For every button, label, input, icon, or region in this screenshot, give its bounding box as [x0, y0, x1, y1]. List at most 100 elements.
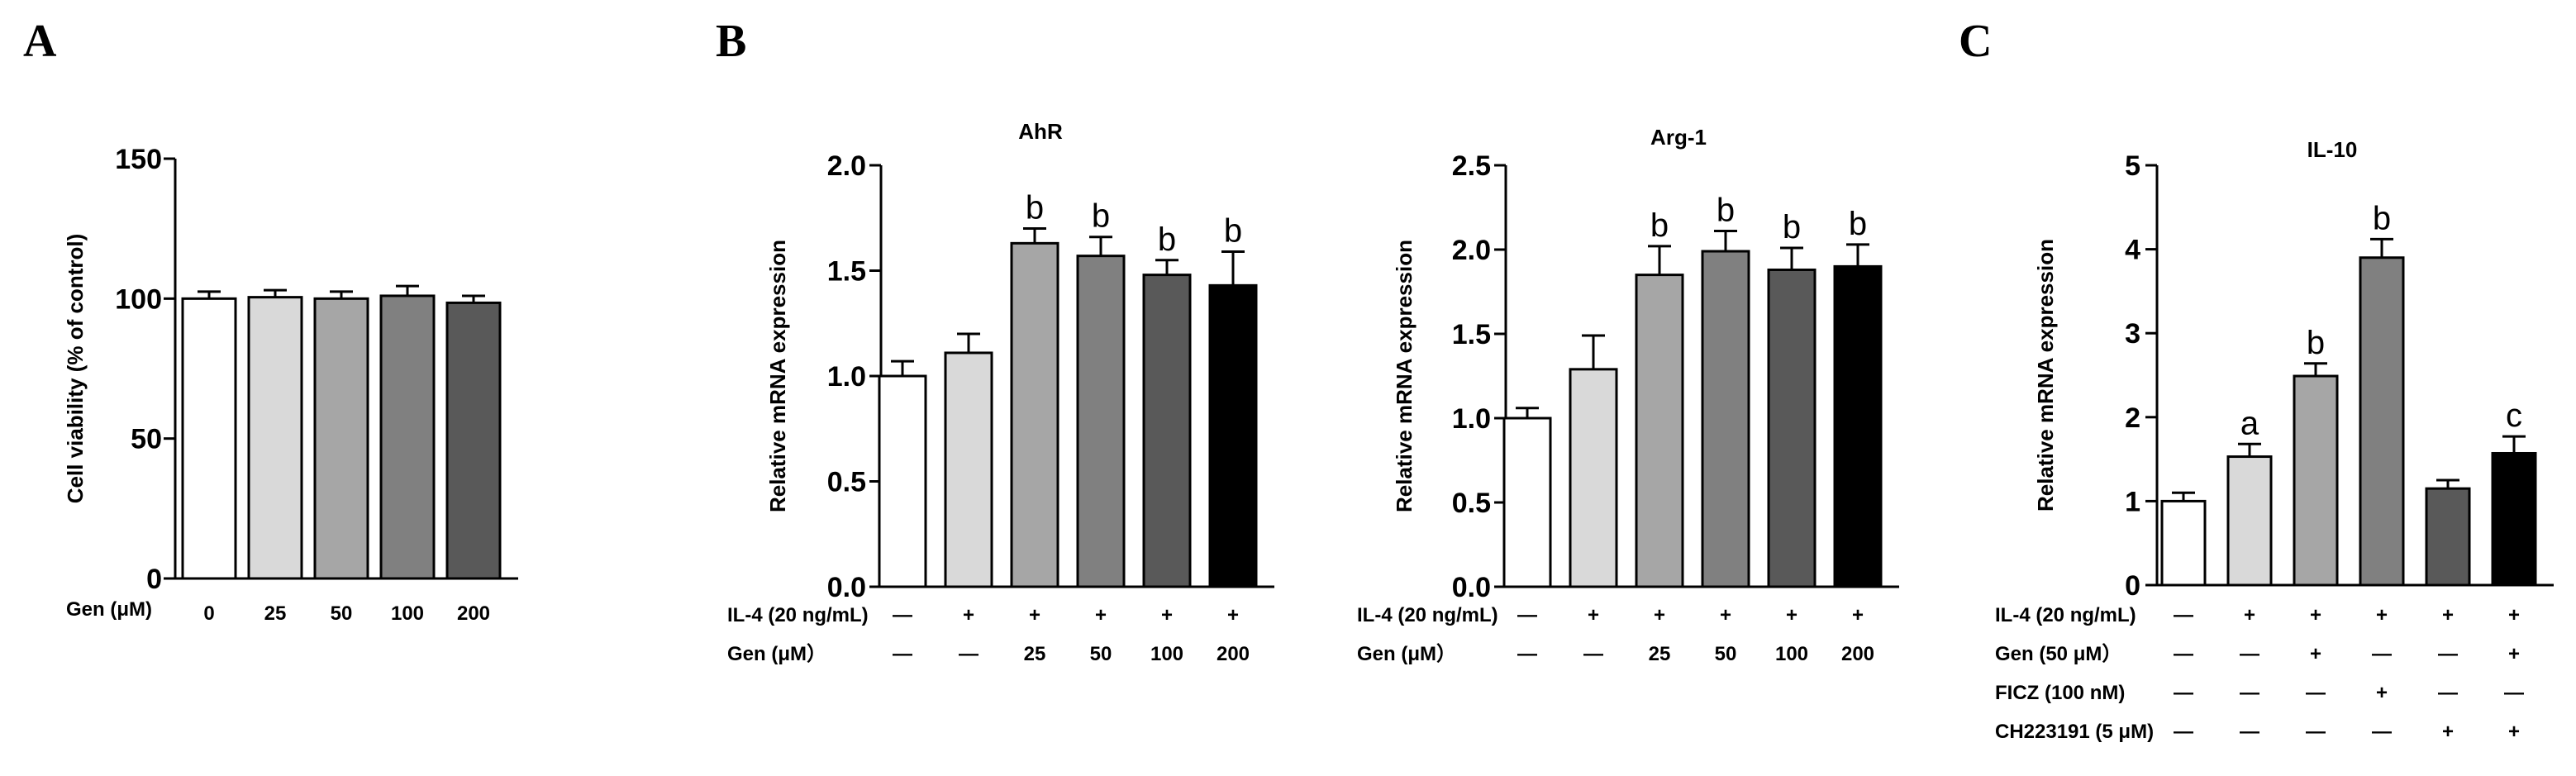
viability-category-label: 25: [264, 602, 287, 625]
il10-significance-label: c: [2506, 398, 2522, 434]
arg1-condition-value: 100: [1775, 643, 1808, 665]
il10-condition-row-label: Gen (50 μM）: [1995, 643, 2121, 665]
il10-condition-row-label: IL-4 (20 ng/mL): [1995, 604, 2136, 626]
arg1-significance-label: b: [1849, 206, 1867, 242]
arg1-title: Arg-1: [1650, 125, 1707, 150]
ahr-condition-row-label: Gen (μM）: [727, 643, 826, 665]
il10-condition-value: +: [2376, 604, 2388, 626]
il10-title: IL-10: [2307, 137, 2358, 162]
arg1-condition-value: +: [1852, 604, 1864, 626]
arg1-condition-value: +: [1720, 604, 1731, 626]
ahr-condition-value: +: [1029, 604, 1040, 626]
chart-cell-viability: 0 50 100 150 Cell viability (% of control) Ge…: [63, 144, 518, 625]
il10-condition-value: —: [2174, 682, 2193, 704]
panel-label-b: B: [716, 16, 746, 67]
viability-bar: [445, 301, 502, 580]
arg1-significance-label: b: [1650, 207, 1669, 244]
ahr-ytick-label: 0.0: [827, 572, 866, 603]
ahr-y-axis-label: Relative mRNA expression: [765, 240, 790, 512]
arg1-bar: [1701, 250, 1750, 588]
il10-condition-value: —: [2240, 721, 2259, 743]
viability-category-label: 50: [331, 602, 353, 625]
ahr-condition-value: 100: [1150, 643, 1183, 665]
ahr-condition-value: 50: [1090, 643, 1112, 665]
il10-ytick-label: 3: [2125, 318, 2140, 350]
il10-condition-value: +: [2442, 604, 2454, 626]
il10-significance-label: a: [2240, 405, 2259, 441]
viability-bar: [379, 294, 436, 580]
arg1-ytick-label: 0.0: [1452, 572, 1491, 603]
ahr-significance-label: b: [1092, 198, 1110, 235]
il10-condition-value: —: [2372, 721, 2392, 743]
ahr-condition-value: —: [893, 643, 912, 665]
ahr-condition-value: —: [959, 643, 978, 665]
ahr-ytick-label: 1.5: [827, 256, 866, 288]
arg1-condition-value: +: [1786, 604, 1797, 626]
ahr-condition-value: +: [963, 604, 974, 626]
arg1-ytick-label: 0.5: [1452, 488, 1491, 519]
ahr-bar: [1208, 283, 1258, 588]
arg1-condition-value: 25: [1649, 643, 1671, 665]
ahr-significance-label: b: [1158, 221, 1176, 258]
chart-il10-expression: IL-10 0 1 2 3 4 5 Relative mRNA expression a b b c I…: [1995, 137, 2554, 743]
il10-ytick-label: 1: [2125, 486, 2140, 517]
ahr-condition-value: 25: [1024, 643, 1046, 665]
il10-bar: [2425, 487, 2471, 587]
ahr-condition-value: +: [1161, 604, 1173, 626]
arg1-bar: [1569, 368, 1618, 588]
il10-ytick-label: 4: [2125, 235, 2140, 266]
il10-condition-value: —: [2504, 682, 2524, 704]
il10-condition-value: —: [2372, 643, 2392, 665]
ahr-condition-value: 200: [1217, 643, 1250, 665]
il10-condition-value: —: [2240, 643, 2259, 665]
arg1-condition-value: 200: [1841, 643, 1874, 665]
viability-category-label: 0: [203, 602, 214, 625]
arg1-condition-value: —: [1583, 643, 1603, 665]
panel-label-a: A: [23, 16, 57, 67]
il10-significance-label: b: [2307, 325, 2325, 361]
il10-condition-value: —: [2174, 643, 2193, 665]
viability-ytick-label: 0: [146, 564, 162, 595]
arg1-bar: [1833, 264, 1883, 588]
ahr-title: AhR: [1018, 119, 1063, 144]
arg1-bar: [1767, 268, 1817, 588]
ahr-condition-value: —: [893, 604, 912, 626]
ahr-bar: [944, 351, 993, 588]
arg1-significance-label: b: [1717, 193, 1735, 229]
arg1-ytick-label: 1.5: [1452, 319, 1491, 350]
ahr-bar: [1076, 255, 1126, 588]
viability-x-axis-label: Gen (μM): [66, 598, 152, 621]
il10-y-axis-label: Relative mRNA expression: [2033, 239, 2058, 512]
il10-bar: [2491, 451, 2537, 587]
ahr-bar: [878, 374, 927, 588]
il10-bar: [2226, 455, 2273, 587]
il10-condition-value: —: [2306, 721, 2326, 743]
viability-bar: [247, 296, 303, 580]
ahr-condition-value: +: [1227, 604, 1239, 626]
il10-condition-value: +: [2508, 643, 2520, 665]
arg1-condition-value: —: [1517, 643, 1537, 665]
il10-condition-value: +: [2508, 721, 2520, 743]
il10-condition-value: —: [2438, 643, 2458, 665]
il10-condition-value: —: [2174, 604, 2193, 626]
il10-bar: [2293, 374, 2339, 587]
il10-bar: [2160, 499, 2207, 587]
viability-bar: [181, 297, 237, 580]
chart-ahr-expression: AhR 0.0 0.5 1.0 1.5 2.0 Relative mRNA expressi…: [727, 119, 1274, 665]
il10-condition-value: —: [2306, 682, 2326, 704]
arg1-condition-value: +: [1588, 604, 1599, 626]
arg1-significance-label: b: [1783, 209, 1801, 245]
viability-category-label: 200: [457, 602, 490, 625]
il10-condition-value: +: [2376, 682, 2388, 704]
arg1-ytick-label: 1.0: [1452, 403, 1491, 435]
arg1-condition-value: 50: [1715, 643, 1737, 665]
arg1-ytick-label: 2.5: [1452, 150, 1491, 182]
panel-label-c: C: [1959, 16, 1992, 67]
arg1-condition-row-label: Gen (μM）: [1357, 643, 1456, 665]
arg1-y-axis-label: Relative mRNA expression: [1392, 240, 1417, 512]
viability-y-axis-label: Cell viability (% of control): [63, 234, 88, 503]
viability-category-label: 100: [391, 602, 424, 625]
chart-arg1-expression: Arg-1 0.0 0.5 1.0 1.5 2.0 2.5 Relative mRNA exp…: [1357, 125, 1899, 665]
il10-ytick-label: 0: [2125, 570, 2140, 602]
il10-condition-value: +: [2244, 604, 2255, 626]
